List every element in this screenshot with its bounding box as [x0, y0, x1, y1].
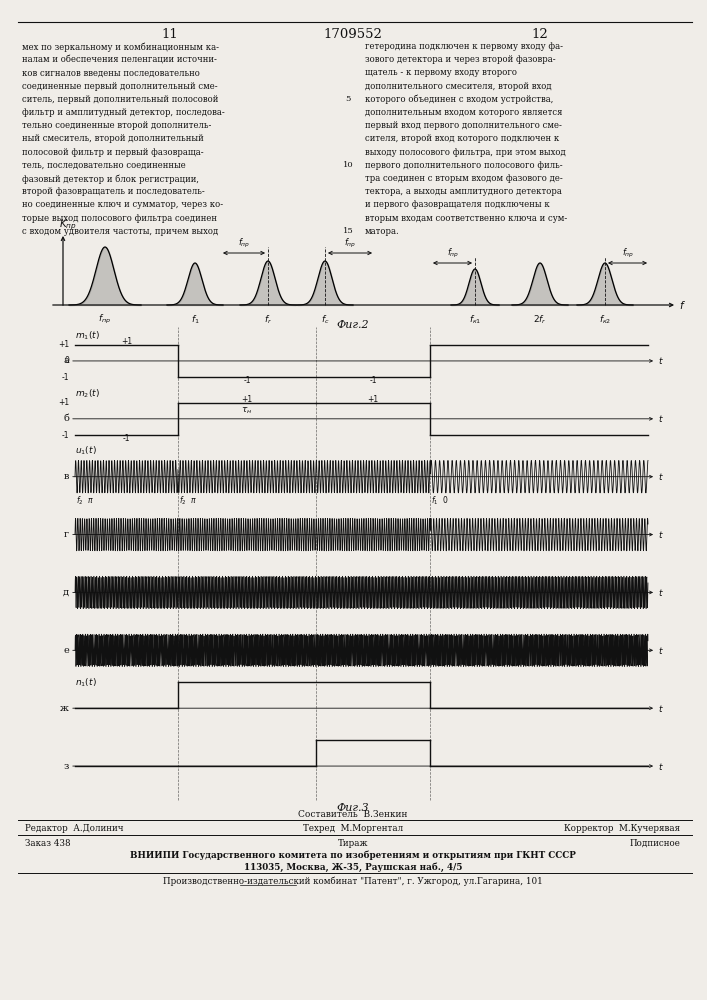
Text: 0: 0: [64, 356, 69, 365]
Text: $t$: $t$: [658, 529, 664, 540]
Text: второй фазовращатель и последователь-: второй фазовращатель и последователь-: [22, 187, 205, 196]
Text: фазовый детектор и блок регистрации,: фазовый детектор и блок регистрации,: [22, 174, 199, 184]
Text: з: з: [64, 762, 69, 771]
Text: Корректор  М.Кучерявая: Корректор М.Кучерявая: [564, 824, 680, 833]
Text: 12: 12: [532, 28, 549, 41]
Text: тель, последовательно соединенные: тель, последовательно соединенные: [22, 161, 186, 170]
Text: +1: +1: [58, 340, 69, 349]
Text: -1: -1: [123, 434, 130, 443]
Text: которого объединен с входом устройства,: которого объединен с входом устройства,: [365, 95, 554, 104]
Text: гетеродина подключен к первому входу фа-: гетеродина подключен к первому входу фа-: [365, 42, 563, 51]
Text: Редактор  А.Долинич: Редактор А.Долинич: [25, 824, 124, 833]
Text: полосовой фильтр и первый фазовраща-: полосовой фильтр и первый фазовраща-: [22, 148, 204, 157]
Text: соединенные первый дополнительный сме-: соединенные первый дополнительный сме-: [22, 82, 218, 91]
Text: дополнительного смесителя, второй вход: дополнительного смесителя, второй вход: [365, 82, 551, 91]
Text: $f$: $f$: [679, 299, 686, 311]
Text: $t$: $t$: [658, 471, 664, 482]
Text: $f_1$: $f_1$: [191, 313, 199, 326]
Text: 15: 15: [343, 227, 354, 235]
Text: вторым входам соответственно ключа и сум-: вторым входам соответственно ключа и сум…: [365, 214, 567, 223]
Text: -1: -1: [62, 373, 69, 382]
Text: $m_1(t)$: $m_1(t)$: [75, 329, 100, 342]
Text: $t$: $t$: [658, 413, 664, 424]
Text: $u_1(t)$: $u_1(t)$: [75, 445, 97, 457]
Text: выходу полосового фильтра, при этом выход: выходу полосового фильтра, при этом выхо…: [365, 148, 566, 157]
Text: $t$: $t$: [658, 355, 664, 366]
Text: $t$: $t$: [658, 587, 664, 598]
Text: с входом удвоителя частоты, причем выход: с входом удвоителя частоты, причем выход: [22, 227, 218, 236]
Text: зового детектора и через второй фазовра-: зового детектора и через второй фазовра-: [365, 55, 556, 64]
Text: в: в: [64, 472, 69, 481]
Text: $t$: $t$: [658, 645, 664, 656]
Text: $f_{пр}$: $f_{пр}$: [447, 247, 459, 260]
Text: -1: -1: [243, 376, 251, 385]
Text: налам и обеспечения пеленгации источни-: налам и обеспечения пеленгации источни-: [22, 55, 217, 64]
Text: ный смеситель, второй дополнительный: ный смеситель, второй дополнительный: [22, 134, 204, 143]
Text: $t$: $t$: [658, 703, 664, 714]
Text: торые выход полосового фильтра соединен: торые выход полосового фильтра соединен: [22, 214, 217, 223]
Text: $f_r$: $f_r$: [264, 313, 272, 326]
Text: $f_{пр}$: $f_{пр}$: [98, 313, 112, 326]
Text: Фиг.2: Фиг.2: [337, 320, 369, 330]
Text: $f_c$: $f_c$: [321, 313, 329, 326]
Text: +1: +1: [58, 398, 69, 407]
Text: г: г: [64, 530, 69, 539]
Text: Заказ 438: Заказ 438: [25, 839, 71, 848]
Text: дополнительным входом которого является: дополнительным входом которого является: [365, 108, 562, 117]
Text: ков сигналов введены последовательно: ков сигналов введены последовательно: [22, 68, 200, 77]
Text: матора.: матора.: [365, 227, 399, 236]
Text: $f_{пр}$: $f_{пр}$: [238, 237, 250, 250]
Text: $f_{пр}$: $f_{пр}$: [622, 247, 634, 260]
Text: $t$: $t$: [658, 761, 664, 772]
Text: 5: 5: [345, 95, 351, 103]
Text: тельно соединенные второй дополнитель-: тельно соединенные второй дополнитель-: [22, 121, 211, 130]
Text: $f_2$  $\pi$: $f_2$ $\pi$: [76, 495, 94, 507]
Text: и первого фазовращателя подключены к: и первого фазовращателя подключены к: [365, 200, 550, 209]
Text: ситель, первый дополнительный полосовой: ситель, первый дополнительный полосовой: [22, 95, 218, 104]
Text: тектора, а выходы амплитудного детектора: тектора, а выходы амплитудного детектора: [365, 187, 562, 196]
Text: ВНИИПИ Государственного комитета по изобретениям и открытиям при ГКНТ СССР: ВНИИПИ Государственного комитета по изоб…: [130, 850, 576, 859]
Text: +1: +1: [121, 337, 132, 346]
Text: -1: -1: [62, 431, 69, 440]
Text: Тираж: Тираж: [338, 839, 368, 848]
Text: первый вход первого дополнительного сме-: первый вход первого дополнительного сме-: [365, 121, 562, 130]
Text: $2f_r$: $2f_r$: [533, 313, 547, 326]
Text: Составитель  В.Зенкин: Составитель В.Зенкин: [298, 810, 408, 819]
Text: 113035, Москва, Ж-35, Раушская наб., 4/5: 113035, Москва, Ж-35, Раушская наб., 4/5: [244, 862, 462, 872]
Text: Подписное: Подписное: [629, 839, 680, 848]
Text: +1: +1: [241, 395, 252, 404]
Text: $f_{пр}$: $f_{пр}$: [344, 237, 356, 250]
Text: фильтр и амплитудный детектор, последова-: фильтр и амплитудный детектор, последова…: [22, 108, 225, 117]
Text: 11: 11: [162, 28, 178, 41]
Text: щатель - к первому входу второго: щатель - к первому входу второго: [365, 68, 517, 77]
Text: сителя, второй вход которого подключен к: сителя, второй вход которого подключен к: [365, 134, 559, 143]
Text: $n_1(t)$: $n_1(t)$: [75, 676, 97, 689]
Text: $m_2(t)$: $m_2(t)$: [75, 387, 100, 400]
Text: $f_{к2}$: $f_{к2}$: [599, 313, 611, 326]
Text: $f_{к1}$: $f_{к1}$: [469, 313, 481, 326]
Text: +1: +1: [368, 395, 378, 404]
Text: $f_1$  $0$: $f_1$ $0$: [431, 495, 449, 507]
Text: но соединенные ключ и сумматор, через ко-: но соединенные ключ и сумматор, через ко…: [22, 200, 223, 209]
Text: Производственно-издательский комбинат "Патент", г. Ужгород, ул.Гагарина, 101: Производственно-издательский комбинат "П…: [163, 877, 543, 886]
Text: д: д: [63, 588, 69, 597]
Text: ж: ж: [60, 704, 69, 713]
Text: Техред  М.Моргентал: Техред М.Моргентал: [303, 824, 403, 833]
Text: а: а: [63, 356, 69, 365]
Text: Фиг.3: Фиг.3: [337, 803, 369, 813]
Text: первого дополнительного полосового филь-: первого дополнительного полосового филь-: [365, 161, 563, 170]
Text: мех по зеркальному и комбинационным ка-: мех по зеркальному и комбинационным ка-: [22, 42, 219, 51]
Text: е: е: [63, 646, 69, 655]
Text: тра соединен с вторым входом фазового де-: тра соединен с вторым входом фазового де…: [365, 174, 563, 183]
Text: 1709552: 1709552: [324, 28, 382, 41]
Text: $\tau_н$: $\tau_н$: [241, 405, 252, 416]
Text: $K_{пр}$: $K_{пр}$: [59, 218, 77, 232]
Text: $f_2$  $\pi$: $f_2$ $\pi$: [179, 495, 197, 507]
Text: 10: 10: [343, 161, 354, 169]
Text: -1: -1: [369, 376, 377, 385]
Text: б: б: [63, 414, 69, 423]
